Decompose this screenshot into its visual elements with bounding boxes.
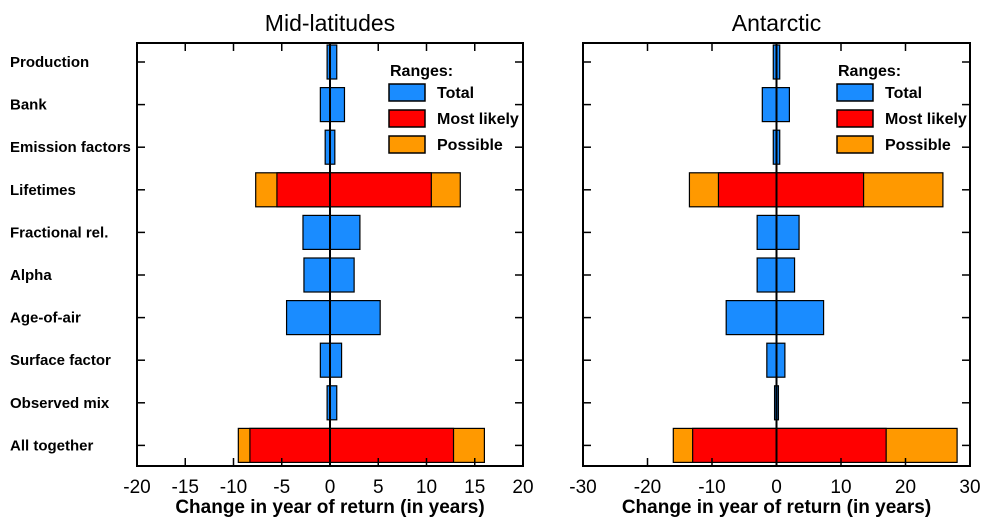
category-label: Observed mix — [10, 395, 110, 412]
panel-2-xtick-label: 0 — [771, 477, 782, 498]
panel-2-xtick-label: 30 — [959, 477, 980, 498]
category-label: Age-of-air — [10, 310, 81, 327]
panel-2-xtick-label: -30 — [569, 477, 596, 498]
panel-1-xtick-label: 5 — [373, 477, 384, 498]
panel-2-title: Antarctic — [732, 10, 821, 36]
panel-1-xtick-label: -15 — [172, 477, 199, 498]
panel-1-bar-total-observed-mix — [326, 385, 338, 421]
panel-1-legend-label-total: Total — [437, 85, 474, 102]
panel-2-legend-title: Ranges: — [838, 63, 901, 80]
category-label: Bank — [10, 97, 47, 114]
category-label: Emission factors — [10, 139, 131, 156]
panel-2-legend-swatch-most_likely — [836, 109, 874, 128]
panel-1-xtick-label: -5 — [273, 477, 290, 498]
panel-1-legend-swatch-most_likely — [388, 109, 426, 128]
panel-2-legend-label-possible: Possible — [885, 137, 951, 154]
category-label: Lifetimes — [10, 182, 76, 199]
panel-2-bar-total-fractional-rel- — [756, 214, 800, 250]
category-label: Fractional rel. — [10, 224, 108, 241]
panel-2-bar-most_likely-lifetimes — [717, 172, 865, 208]
category-label: All together — [10, 437, 93, 454]
panel-1-legend-swatch-total — [388, 83, 426, 102]
panel-2-legend-label-most_likely: Most likely — [885, 111, 967, 128]
panel-1-xtick-label: 15 — [464, 477, 485, 498]
panel-2-legend-swatch-total — [836, 83, 874, 102]
panel-1-bar-most_likely-all-together — [249, 427, 455, 463]
panel-1-title: Mid-latitudes — [265, 10, 395, 36]
panel-1-xtick-label: 10 — [416, 477, 437, 498]
panel-2-bar-total-age-of-air — [725, 300, 825, 336]
category-label: Production — [10, 54, 89, 71]
panel-1-xaxis-title: Change in year of return (in years) — [175, 497, 484, 517]
panel-2-bar-most_likely-all-together — [692, 427, 887, 463]
panel-2-legend-swatch-possible — [836, 135, 874, 154]
panel-1-xtick-label: 0 — [325, 477, 336, 498]
panel-2-xtick-label: 10 — [830, 477, 851, 498]
panel-1-legend-label-possible: Possible — [437, 137, 503, 154]
panel-2-xtick-label: 20 — [895, 477, 916, 498]
panel-1-legend-title: Ranges: — [390, 63, 453, 80]
panel-2-xaxis-title: Change in year of return (in years) — [622, 497, 931, 517]
panel-1-bar-total-production — [326, 44, 338, 80]
panel-1-xtick-label: -10 — [220, 477, 247, 498]
panel-2-xtick-label: -10 — [698, 477, 725, 498]
category-label: Surface factor — [10, 352, 111, 369]
panel-1-bar-most_likely-lifetimes — [276, 172, 432, 208]
panel-1-xtick-label: -20 — [123, 477, 150, 498]
panel-1-bar-total-age-of-air — [285, 300, 381, 336]
category-label: Alpha — [10, 267, 52, 284]
panel-2-legend-label-total: Total — [885, 85, 922, 102]
panel-2-xtick-label: -20 — [634, 477, 661, 498]
panel-1-bar-total-fractional-rel- — [302, 214, 361, 250]
panel-1-legend-swatch-possible — [388, 135, 426, 154]
panel-1-xtick-label: 20 — [512, 477, 533, 498]
panel-1-bar-total-bank — [319, 86, 346, 123]
panel-1-legend-label-most_likely: Most likely — [437, 111, 519, 128]
